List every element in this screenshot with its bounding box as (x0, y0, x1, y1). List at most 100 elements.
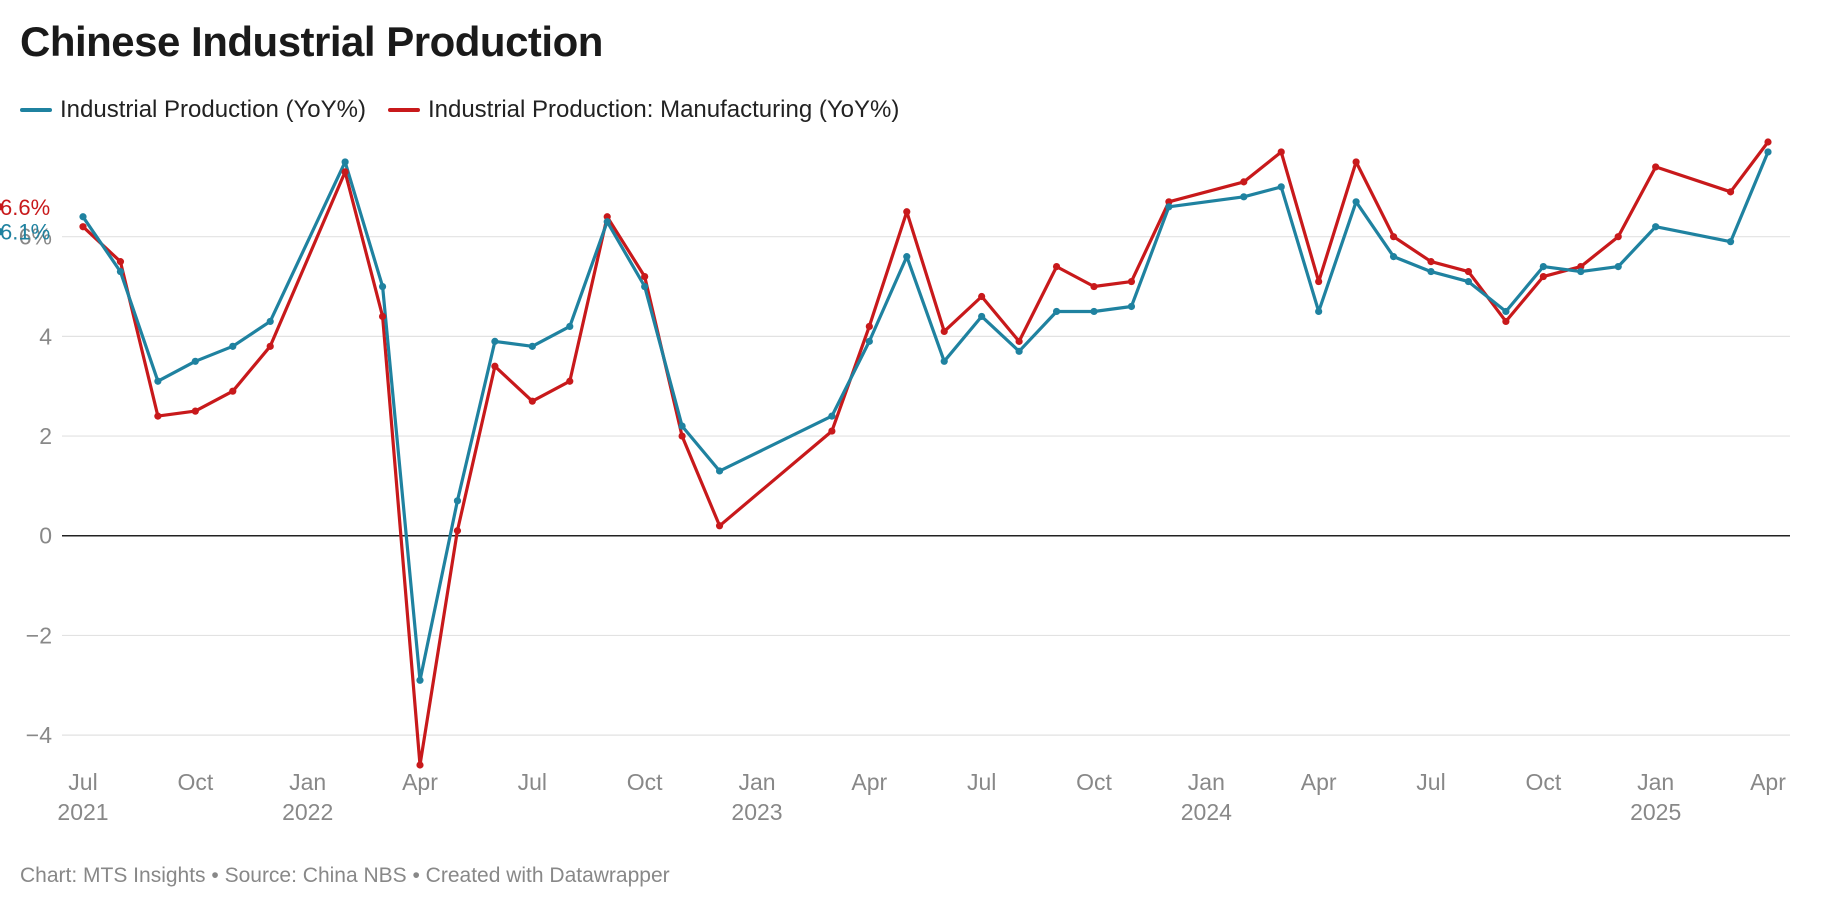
data-point-manufacturing (0, 203, 4, 211)
data-point-industrial-production (1764, 148, 1772, 156)
data-point-manufacturing (1165, 198, 1173, 206)
data-point-manufacturing (116, 258, 125, 266)
data-point-industrial-production (1427, 267, 1435, 276)
data-point-manufacturing (79, 223, 87, 231)
data-point-manufacturing (603, 213, 611, 221)
series-points (0, 138, 1772, 769)
gridlines (62, 236, 1790, 736)
data-point-industrial-production (116, 267, 125, 276)
data-point-manufacturing (1577, 263, 1585, 271)
legend-item-manufacturing: Industrial Production: Manufacturing (Yo… (387, 96, 900, 124)
x-tick-label: Apr (402, 769, 438, 795)
data-point-industrial-production (1464, 277, 1473, 286)
end-label-manufacturing: 6.6% (0, 195, 50, 220)
data-point-manufacturing (1764, 138, 1772, 146)
data-point-industrial-production (1652, 223, 1660, 231)
data-point-manufacturing (940, 327, 948, 335)
data-point-industrial-production (715, 467, 724, 475)
data-point-industrial-production (1090, 307, 1098, 316)
y-tick-label: 2 (39, 423, 52, 449)
x-tick-year-label: 2024 (1181, 799, 1232, 825)
data-point-manufacturing (1315, 277, 1323, 286)
data-point-manufacturing (641, 272, 649, 281)
data-point-manufacturing (453, 527, 462, 535)
data-point-manufacturing (1240, 178, 1248, 186)
x-tick-label: Jul (68, 769, 97, 795)
end-labels: 6.6%6.1% (0, 195, 50, 245)
x-tick-label: Oct (1076, 769, 1112, 795)
data-point-industrial-production (378, 282, 387, 291)
x-tick-label: Jan (1188, 769, 1225, 795)
data-point-manufacturing (378, 312, 387, 321)
chart-footer: Chart: MTS Insights • Source: China NBS … (20, 864, 670, 887)
x-tick-label: Jul (518, 769, 547, 795)
data-point-industrial-production (79, 213, 87, 221)
data-point-manufacturing (1389, 233, 1398, 241)
data-point-industrial-production (1726, 238, 1735, 246)
legend-label-manufacturing: Industrial Production: Manufacturing (Yo… (427, 96, 900, 123)
data-point-industrial-production (154, 377, 162, 385)
data-point-industrial-production (1277, 183, 1285, 191)
x-axis: Jul 2021 Oct Jan 2022 Apr Jul Oct Jan 2023 Apr Jul O… (57, 769, 1786, 825)
data-point-industrial-production (453, 497, 462, 505)
data-point-manufacturing (1427, 258, 1435, 266)
x-tick-year-label: 2022 (282, 799, 333, 825)
x-tick-label: Oct (627, 769, 663, 795)
data-point-manufacturing (903, 208, 911, 216)
data-point-industrial-production (566, 322, 574, 331)
y-tick-label: 4 (39, 323, 52, 349)
data-point-industrial-production (1315, 307, 1323, 316)
data-point-manufacturing (191, 407, 199, 415)
data-point-manufacturing (1352, 158, 1360, 166)
y-tick-label: 0 (39, 523, 52, 549)
data-point-industrial-production (1352, 198, 1360, 206)
data-point-manufacturing (1539, 272, 1547, 281)
data-point-industrial-production (1240, 193, 1248, 201)
data-point-industrial-production (1127, 302, 1136, 311)
legend: Industrial Production (YoY%) Industrial … (20, 96, 921, 124)
data-point-manufacturing (341, 168, 349, 176)
x-tick-year-label: 2021 (57, 799, 108, 825)
y-tick-label: 6% (19, 224, 52, 250)
x-tick-label: Oct (1525, 769, 1561, 795)
data-point-manufacturing (416, 761, 424, 769)
legend-swatch-manufacturing (387, 108, 420, 112)
data-point-industrial-production (903, 253, 911, 261)
data-point-industrial-production (678, 422, 686, 430)
data-point-industrial-production (229, 342, 237, 350)
x-tick-label: Jan (1637, 769, 1674, 795)
data-point-manufacturing (1502, 317, 1510, 326)
data-point-manufacturing (1052, 263, 1061, 271)
data-point-manufacturing (678, 432, 686, 440)
legend-label-industrial-production: Industrial Production (YoY%) (60, 96, 366, 123)
data-point-industrial-production (341, 158, 349, 166)
data-point-manufacturing (865, 322, 873, 331)
series-line-manufacturing (81, 140, 1770, 767)
y-tick-label: −4 (26, 722, 52, 748)
x-tick-year-label: 2025 (1630, 799, 1681, 825)
x-tick-label: Jan (289, 769, 326, 795)
end-label-industrial-production: 6.1% (0, 220, 50, 245)
data-point-industrial-production (603, 218, 611, 226)
y-axis: 6% 4 2 0 −2 −4 (19, 224, 52, 748)
data-point-manufacturing (1614, 233, 1622, 241)
data-point-manufacturing (491, 362, 499, 370)
data-point-industrial-production (1389, 253, 1398, 261)
x-tick-label: Apr (1301, 769, 1337, 795)
x-tick-label: Apr (851, 769, 887, 795)
data-point-industrial-production (940, 357, 948, 365)
data-point-industrial-production (528, 342, 536, 350)
x-tick-year-label: 2023 (731, 799, 782, 825)
data-point-industrial-production (828, 412, 836, 420)
data-point-manufacturing (1015, 337, 1023, 345)
data-point-manufacturing (1464, 267, 1473, 276)
data-point-manufacturing (154, 412, 162, 420)
data-point-industrial-production (1539, 263, 1547, 271)
data-point-industrial-production (1577, 267, 1585, 276)
legend-swatch-industrial-production (20, 108, 52, 112)
data-point-manufacturing (1277, 148, 1285, 156)
data-point-industrial-production (1015, 347, 1023, 355)
data-point-industrial-production (865, 337, 873, 345)
data-point-industrial-production (266, 317, 274, 326)
